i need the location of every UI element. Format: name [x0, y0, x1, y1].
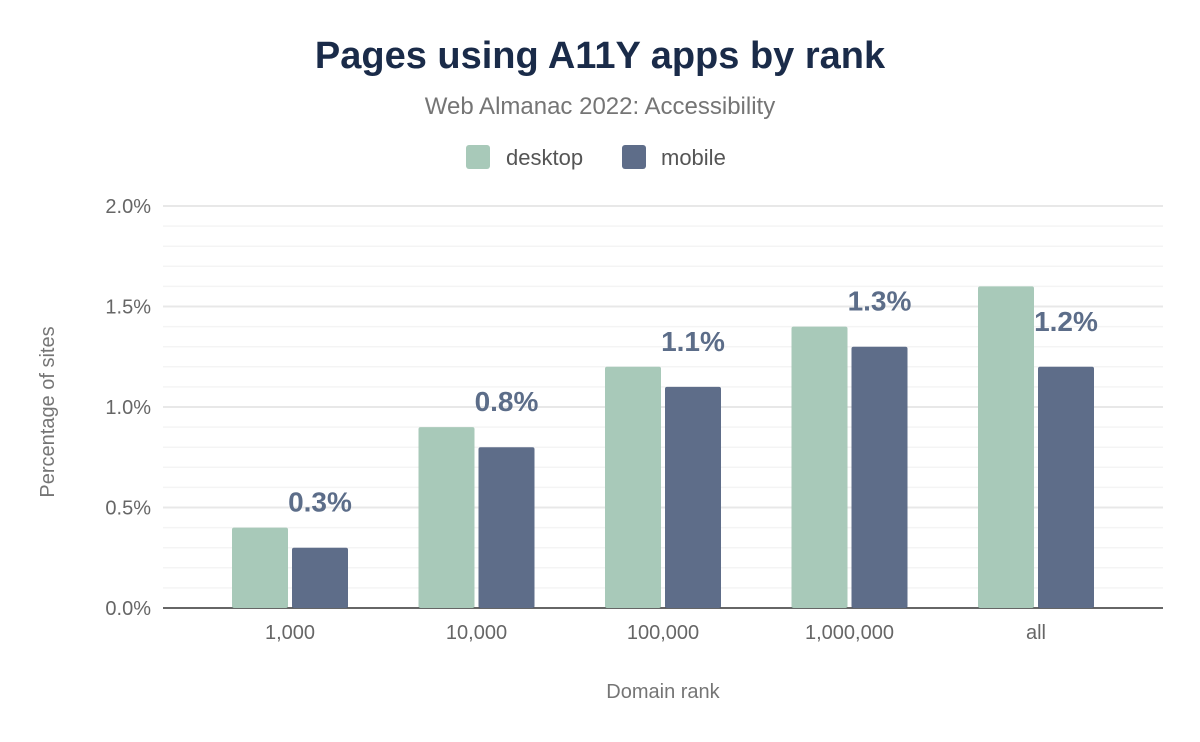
bar-mobile — [292, 547, 348, 608]
x-tick-label: 100,000 — [627, 622, 699, 644]
bar-desktop — [232, 527, 288, 608]
bar-mobile — [665, 386, 721, 608]
y-tick-label: 2.0% — [105, 196, 151, 218]
x-tick-label: 1,000 — [265, 622, 315, 644]
data-label: 1.1% — [661, 326, 725, 357]
bar-mobile — [851, 346, 908, 608]
legend-swatch-desktop — [466, 145, 490, 169]
y-tick-label: 0.5% — [105, 498, 151, 520]
y-tick-label: 0.0% — [105, 598, 151, 620]
y-axis-label: Percentage of sites — [37, 326, 59, 497]
bar-desktop — [418, 427, 475, 608]
data-label: 1.2% — [1034, 306, 1098, 337]
x-tick-label: all — [1026, 622, 1046, 644]
legend-swatch-mobile — [622, 145, 646, 169]
legend-label-desktop: desktop — [506, 145, 583, 170]
x-axis-label: Domain rank — [606, 681, 720, 703]
y-tick-label: 1.0% — [105, 397, 151, 419]
bar-mobile — [1038, 366, 1094, 608]
chart-subtitle: Web Almanac 2022: Accessibility — [425, 93, 775, 120]
legend-label-mobile: mobile — [661, 145, 726, 170]
data-label: 0.3% — [288, 487, 352, 518]
bar-desktop — [791, 326, 848, 608]
chart-title: Pages using A11Y apps by rank — [315, 35, 886, 77]
legend: desktop mobile — [466, 145, 726, 170]
y-tick-label: 1.5% — [105, 297, 151, 319]
data-label: 1.3% — [848, 286, 912, 317]
bar-desktop — [605, 366, 661, 608]
x-tick-label: 1,000,000 — [805, 622, 894, 644]
bar-desktop — [978, 286, 1034, 608]
x-tick-label: 10,000 — [446, 622, 507, 644]
data-label: 0.8% — [475, 386, 539, 417]
bar-mobile — [478, 447, 535, 608]
